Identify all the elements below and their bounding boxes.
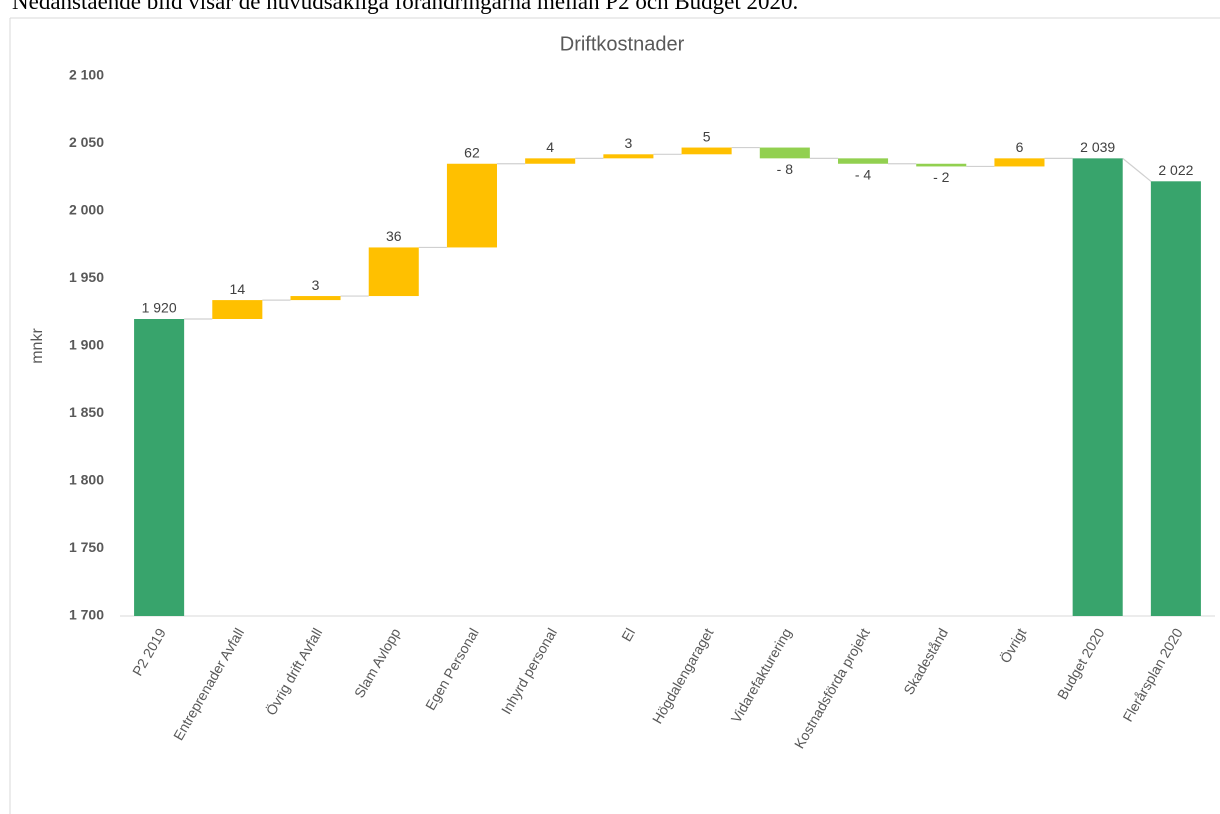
y-tick-label: 1 800 <box>69 472 104 488</box>
bar <box>446 163 497 248</box>
x-tick-label: Slam Avlopp <box>351 625 404 700</box>
data-label: 14 <box>230 281 246 297</box>
bar <box>1150 181 1201 617</box>
y-axis-label: mnkr <box>29 328 46 364</box>
x-tick-label: Övrigt <box>996 625 1029 666</box>
bar <box>212 300 263 319</box>
y-tick-label: 1 750 <box>69 539 104 555</box>
y-tick-label: 1 900 <box>69 337 104 353</box>
data-label: 2 039 <box>1080 139 1115 155</box>
x-tick-label: Skadestånd <box>900 625 951 697</box>
caption: Nedanstående bild visar de huvudsakliga … <box>12 0 798 14</box>
x-tick-label: Vidarefakturering <box>728 625 795 725</box>
y-tick-label: 2 000 <box>69 202 104 218</box>
data-label: 2 022 <box>1158 162 1193 178</box>
connector <box>1122 157 1152 182</box>
y-tick-label: 2 100 <box>69 67 104 83</box>
data-label: 5 <box>703 128 711 144</box>
bar <box>994 158 1045 167</box>
data-label: - 8 <box>777 161 794 177</box>
bar <box>525 158 576 164</box>
x-tick-label: Flerårsplan 2020 <box>1119 625 1185 724</box>
x-tick-label: Högdalengaraget <box>649 625 717 726</box>
y-tick-label: 1 850 <box>69 404 104 420</box>
x-tick-label: El <box>618 625 638 644</box>
data-label: 4 <box>546 139 554 155</box>
data-label: - 2 <box>933 169 950 185</box>
y-tick-label: 1 950 <box>69 269 104 285</box>
bar <box>134 319 185 616</box>
data-label: 3 <box>624 135 632 151</box>
data-label: - 4 <box>855 166 872 182</box>
y-tick-label: 1 700 <box>69 607 104 623</box>
bar <box>838 158 889 164</box>
chart-title: Driftkostnader <box>560 33 685 55</box>
y-tick-label: 2 050 <box>69 134 104 150</box>
data-label: 36 <box>386 228 402 244</box>
bar <box>368 247 419 297</box>
x-tick-label: Kostnadsförda projekt <box>791 625 873 751</box>
x-tick-label: P2 2019 <box>129 625 169 678</box>
data-label: 62 <box>464 144 480 160</box>
bar <box>603 154 654 159</box>
bar <box>681 147 732 155</box>
x-tick-label: Egen Personal <box>422 625 482 713</box>
x-tick-label: Budget 2020 <box>1054 625 1108 702</box>
x-tick-label: Entreprenader Avfall <box>170 625 247 743</box>
bar <box>916 163 967 167</box>
x-tick-label: Inhyrd personal <box>498 625 560 717</box>
bar <box>290 296 341 301</box>
x-tick-label: Övrig drift Avfall <box>262 625 326 718</box>
bar <box>1072 158 1123 616</box>
data-label: 1 920 <box>142 300 177 316</box>
data-label: 6 <box>1016 139 1024 155</box>
bar <box>759 147 810 159</box>
data-label: 3 <box>312 277 320 293</box>
